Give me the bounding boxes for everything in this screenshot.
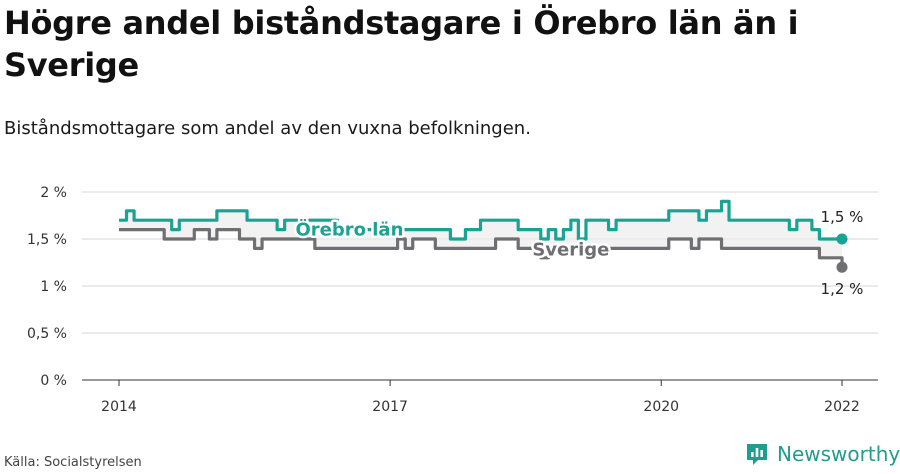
series-labels: 1,5 % 1,2 % Örebro län Sverige	[293, 208, 864, 298]
y-tick-label: 1,5 %	[27, 232, 67, 248]
newsworthy-logo-icon	[747, 444, 767, 465]
x-tick-label: 2020	[643, 399, 679, 415]
x-tick-label: 2022	[824, 399, 860, 415]
x-axis: 2014 2017 2020 2022	[101, 380, 860, 415]
end-value-label-sverige: 1,2 %	[821, 280, 864, 298]
series-lines	[119, 199, 848, 273]
end-value-label-orebro-lan: 1,5 %	[821, 208, 864, 226]
series-line-orebro-lan	[119, 199, 842, 241]
series-line-sverige	[119, 228, 844, 268]
chart-title: Högre andel biståndstagare i Örebro län …	[4, 4, 799, 84]
brand-name: Newsworthy	[777, 442, 900, 466]
y-tick-label: 2 %	[40, 185, 67, 201]
end-point-sverige	[836, 261, 848, 273]
x-tick-label: 2014	[101, 399, 137, 415]
x-tick-label: 2017	[372, 399, 408, 415]
y-tick-label: 1 %	[40, 279, 67, 295]
y-tick-label: 0 %	[40, 373, 67, 389]
source-note: Källa: Socialstyrelsen	[4, 455, 142, 470]
series-name-label-orebro-lan: Örebro län	[295, 219, 403, 241]
difference-band	[119, 201, 842, 268]
y-axis-ticks: 0 % 0,5 % 1 % 1,5 % 2 %	[27, 185, 67, 389]
end-point-orebro-lan	[836, 233, 848, 245]
y-tick-label: 0,5 %	[27, 326, 67, 342]
chart-subtitle: Biståndsmottagare som andel av den vuxna…	[4, 118, 531, 139]
series-name-label-sverige: Sverige	[532, 239, 609, 260]
brand-logo[interactable]: Newsworthy	[744, 441, 900, 467]
